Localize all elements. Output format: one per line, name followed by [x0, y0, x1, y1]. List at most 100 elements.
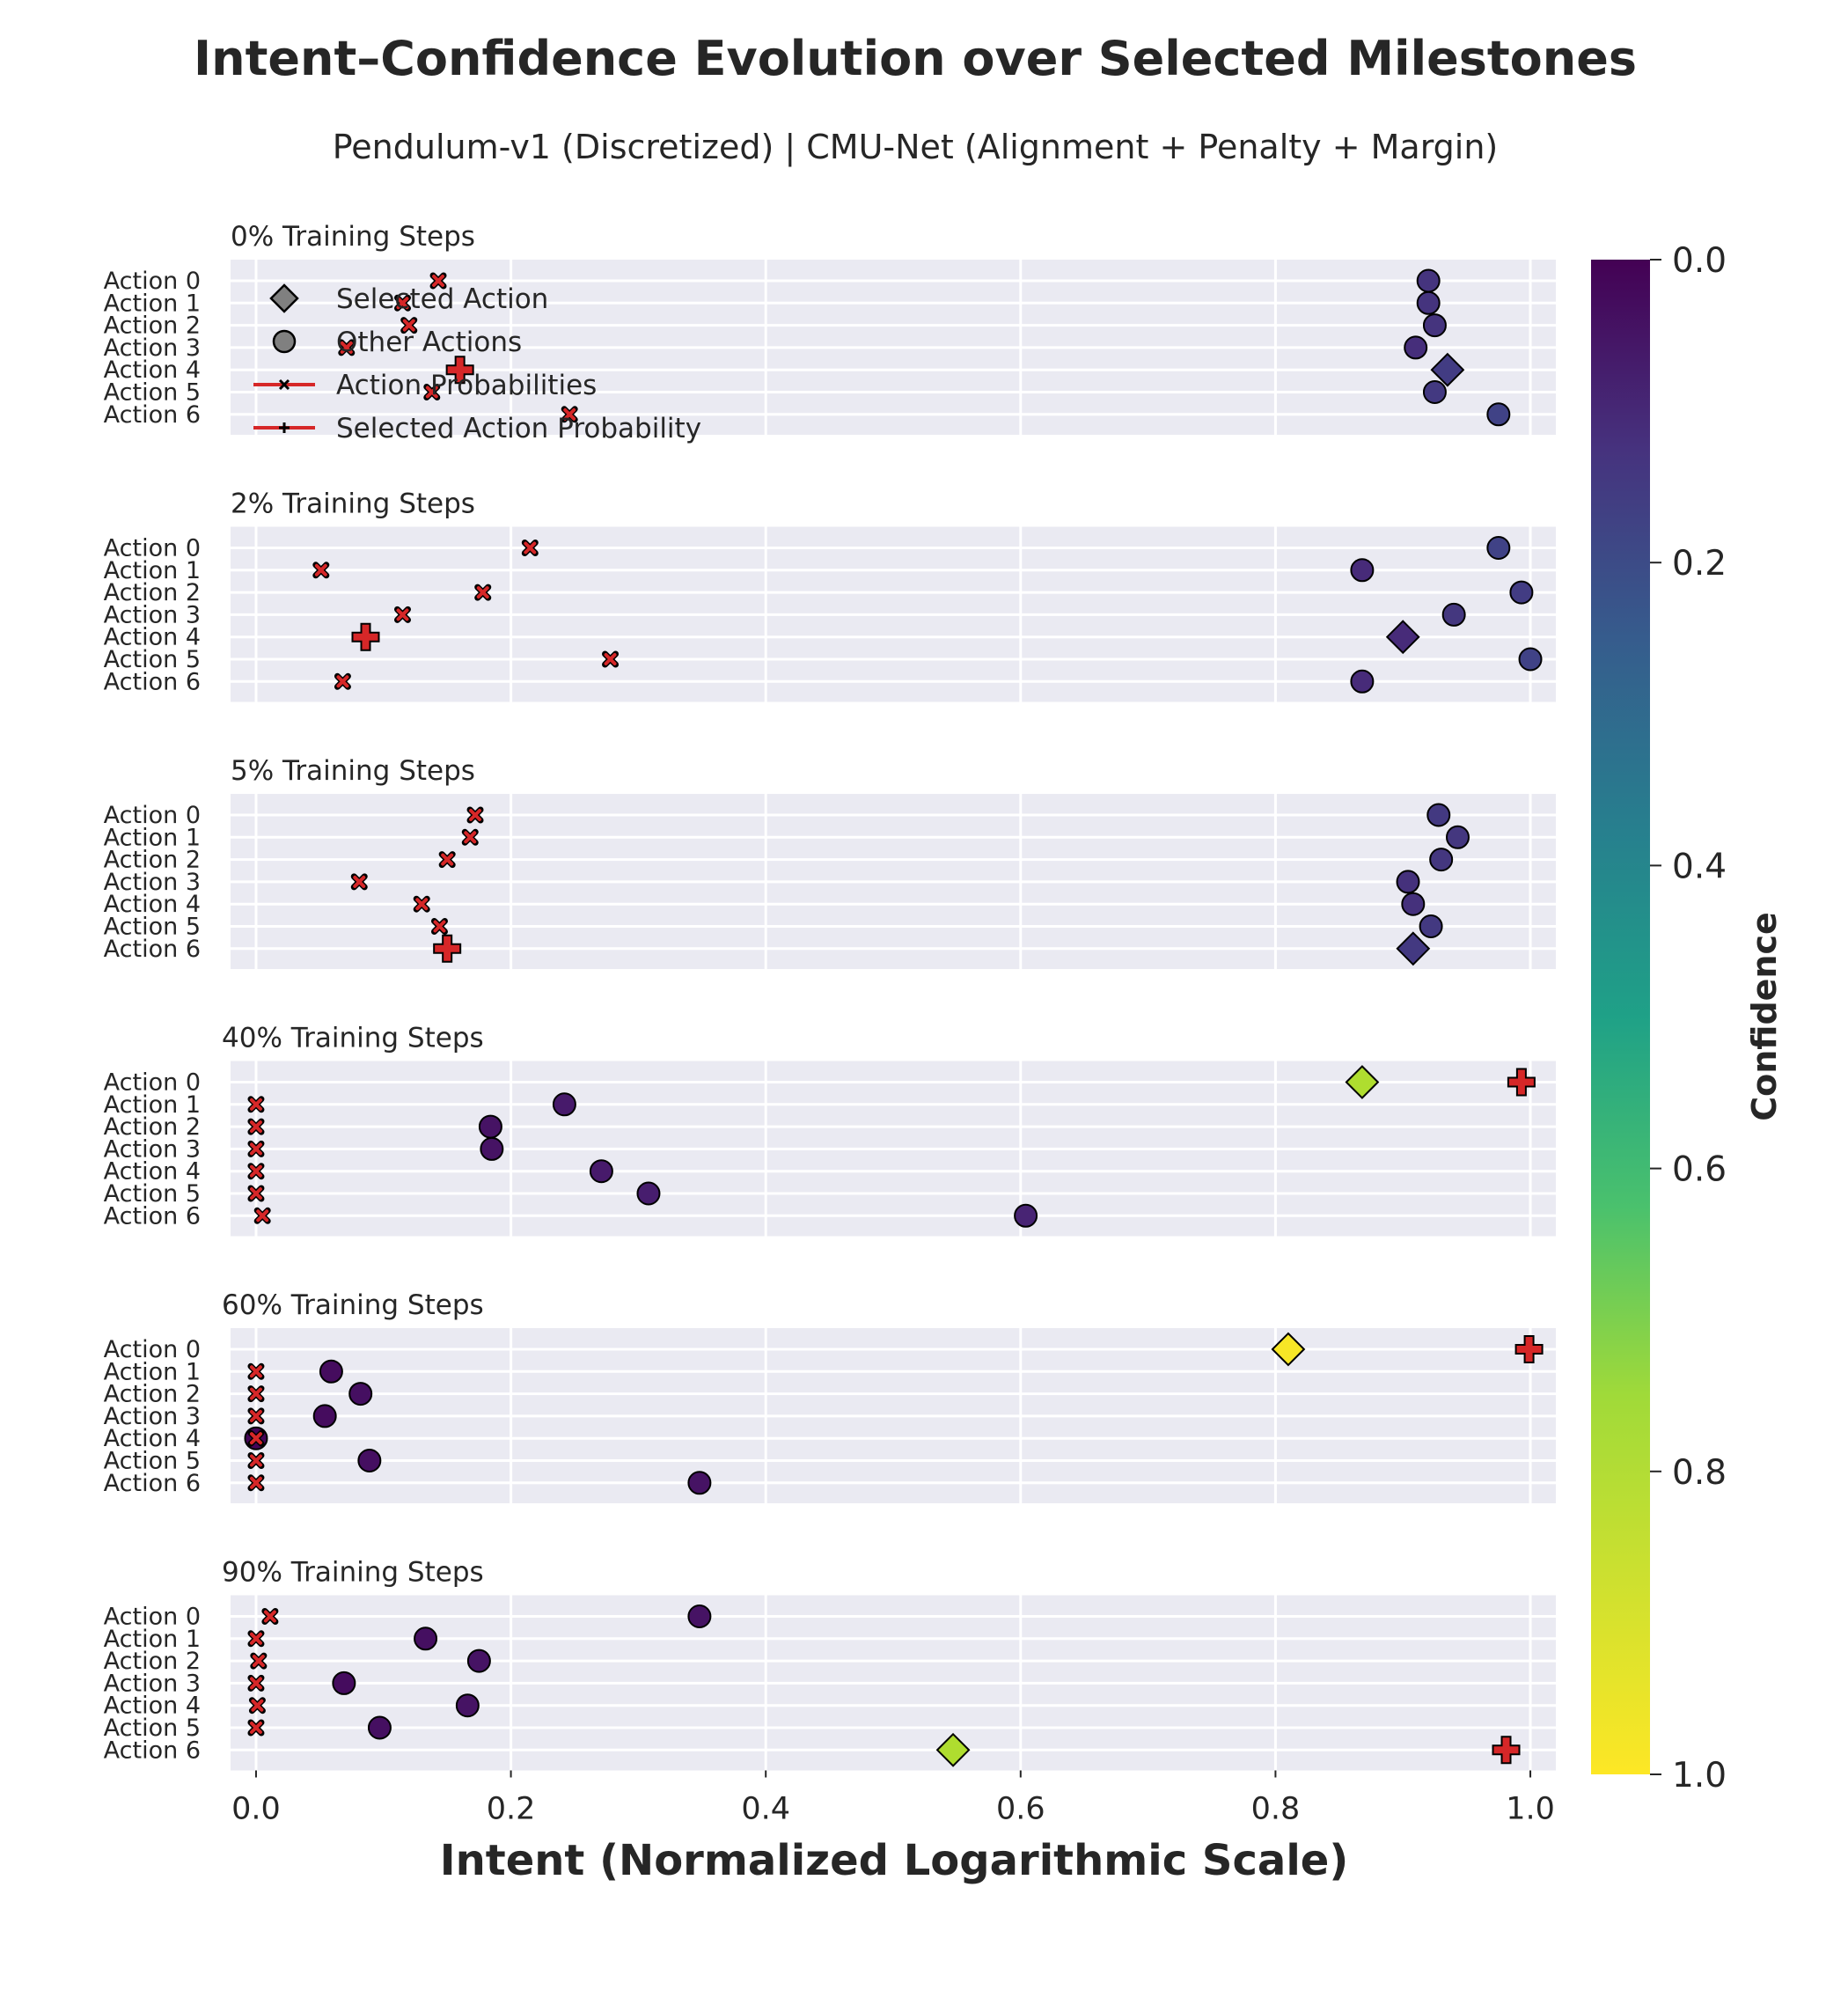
action-probability-marker: [393, 294, 411, 312]
legend-other-actions: Other Actions: [272, 327, 522, 358]
selected-action-marker: [1271, 1332, 1306, 1367]
action-intent-marker: [1014, 1203, 1038, 1228]
action-intent-marker: [552, 1092, 576, 1117]
y-tick-label: Action 0: [104, 1336, 201, 1363]
action-probability-marker: [461, 828, 479, 846]
legend-label: Selected Action Probability: [336, 413, 701, 444]
x-axis: 0.0 0.2 0.4 0.6 0.8 1.0: [231, 1770, 1555, 1827]
action-probability-marker: [261, 1608, 279, 1625]
y-tick-label: Action 1: [104, 290, 201, 317]
panel-title: 0% Training Steps: [231, 221, 475, 253]
colorbar-label: Confidence: [1745, 912, 1784, 1121]
selected-probability-marker: [1507, 1068, 1536, 1097]
y-tick-label: Action 2: [104, 312, 201, 340]
y-tick-label: Action 0: [104, 802, 201, 829]
action-intent-marker: [357, 1449, 382, 1472]
action-probability-marker: [474, 584, 492, 601]
action-probability-marker: [429, 272, 447, 290]
y-tick-label: Action 2: [104, 579, 201, 606]
colorbar-tick-label: 0.2: [1672, 544, 1727, 584]
selected-action-marker: [1385, 620, 1420, 655]
colorbar-tick-label: 0.4: [1672, 847, 1727, 886]
y-tick-label: Action 1: [104, 1358, 201, 1385]
action-probability-marker: [253, 1207, 271, 1224]
action-probability-marker: [602, 650, 620, 668]
panel-title: 5% Training Steps: [231, 755, 475, 787]
x-tick-label: 0.0: [231, 1792, 281, 1827]
colorbar-tick-label: 0.8: [1672, 1453, 1727, 1493]
legend-label: Action Probabilities: [336, 370, 597, 401]
y-tick-label: Action 0: [104, 268, 201, 295]
action-probability-marker: [247, 1140, 265, 1157]
action-probability-marker: [521, 540, 539, 556]
action-probability-marker: [338, 339, 356, 356]
action-intent-marker: [1426, 803, 1451, 827]
y-tick-label: Action 4: [104, 891, 201, 918]
panel-title: 40% Training Steps: [222, 1023, 484, 1054]
action-intent-marker: [319, 1359, 343, 1384]
chart-title: Intent–Confidence Evolution over Selecte…: [194, 31, 1637, 86]
action-probability-marker: [247, 1474, 265, 1492]
colorbar-tick-label: 0.0: [1672, 241, 1727, 281]
y-tick-label: Action 3: [104, 869, 201, 896]
y-tick-label: Action 6: [104, 401, 201, 429]
y-tick-label: Action 1: [104, 824, 201, 851]
selected-probability-marker: [1492, 1736, 1521, 1765]
action-probability-marker: [423, 384, 441, 400]
legend-selected-probability: Selected Action Probability: [253, 413, 701, 444]
action-intent-marker: [1518, 647, 1543, 672]
legend-selected-action: Selected Action: [269, 283, 548, 315]
action-probability-marker: [247, 1096, 265, 1113]
y-tick-label: Action 0: [104, 535, 201, 562]
action-probability-marker: [247, 1118, 265, 1135]
action-probability-marker: [466, 806, 484, 824]
y-tick-label: Action 5: [104, 914, 201, 941]
action-intent-marker: [1429, 848, 1454, 872]
action-intent-marker: [1422, 313, 1447, 338]
y-tick-label: Action 4: [104, 1693, 201, 1720]
legend-circle-icon: [272, 329, 297, 354]
action-intent-marker: [348, 1382, 373, 1406]
action-intent-marker: [1441, 602, 1466, 627]
y-tick-label: Action 5: [104, 379, 201, 407]
x-tick-label: 0.6: [996, 1792, 1045, 1827]
y-tick-label: Action 0: [104, 1069, 201, 1097]
x-tick-label: 0.4: [741, 1792, 790, 1827]
x-tick-label: 0.8: [1251, 1792, 1301, 1827]
action-probability-marker: [248, 1697, 266, 1715]
action-probability-marker: [247, 1452, 265, 1469]
y-tick-label: Action 3: [104, 1403, 201, 1430]
action-probability-marker: [561, 406, 578, 423]
y-tick-label: Action 3: [104, 334, 201, 362]
action-intent-marker: [589, 1159, 613, 1184]
action-probability-marker: [438, 851, 456, 869]
selected-action-marker: [1430, 352, 1465, 387]
action-intent-marker: [478, 1114, 502, 1139]
action-probability-marker: [350, 873, 368, 891]
action-probability-marker: [250, 1652, 268, 1670]
action-intent-marker: [1486, 402, 1511, 427]
legend-label: Selected Action: [336, 283, 548, 315]
y-tick-label: Action 2: [104, 1113, 201, 1141]
y-tick-label: Action 4: [104, 1425, 201, 1452]
y-tick-label: Action 2: [104, 1648, 201, 1675]
x-tick-label: 1.0: [1506, 1792, 1555, 1827]
y-tick-label: Action 4: [104, 624, 201, 651]
action-probability-marker: [393, 606, 411, 623]
selected-probability-marker: [1514, 1335, 1544, 1363]
action-intent-marker: [367, 1715, 392, 1740]
colorbar-ticks: 0.0 0.2 0.4 0.6 0.8 1.0: [1650, 241, 1727, 1795]
action-probability-marker: [247, 1362, 265, 1380]
selected-probability-marker: [351, 622, 380, 651]
colorbar-tick-label: 0.6: [1672, 1150, 1727, 1190]
action-probability-marker: [247, 1185, 265, 1202]
action-probability-marker: [247, 1674, 265, 1692]
y-tick-label: Action 6: [104, 1737, 201, 1764]
x-tick-label: 0.2: [487, 1792, 536, 1827]
action-probability-marker: [312, 562, 330, 579]
